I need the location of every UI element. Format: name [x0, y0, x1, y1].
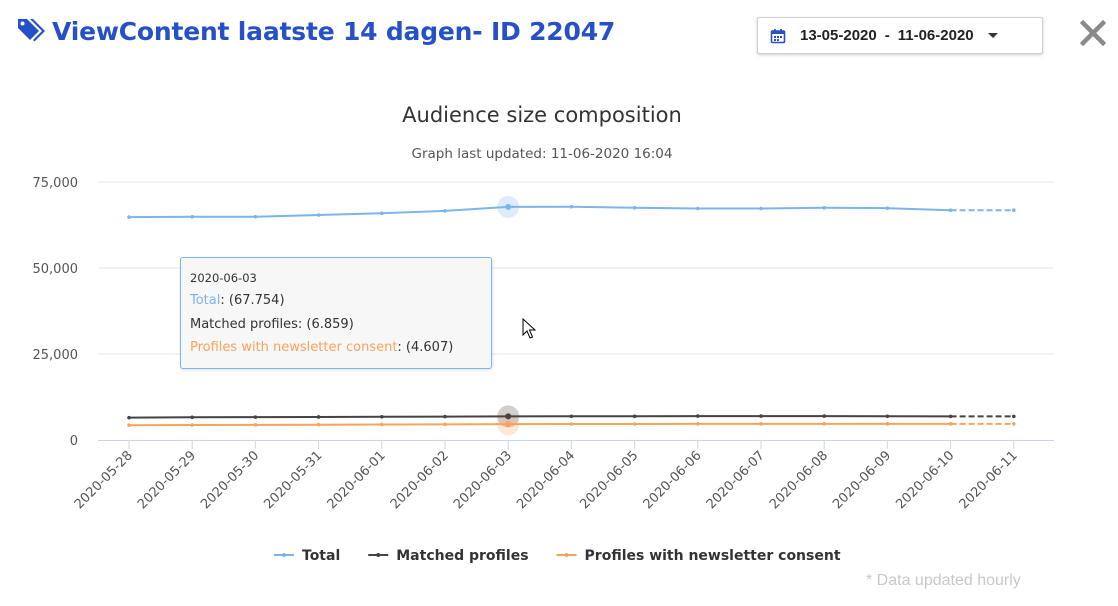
- x-tick-label: 2020-06-08: [767, 448, 831, 512]
- data-point: [316, 422, 321, 427]
- date-range-picker[interactable]: 13-05-2020 - 11-06-2020: [757, 17, 1043, 54]
- x-tick-label: 2020-05-30: [198, 448, 262, 512]
- y-tick-label: 50,000: [33, 262, 79, 277]
- tooltip-total-value: : (67.754): [220, 293, 285, 308]
- data-point: [380, 422, 384, 427]
- data-point: [127, 423, 131, 428]
- data-point: [316, 213, 321, 217]
- x-tick-label: 2020-06-01: [325, 448, 389, 512]
- series-line: [128, 422, 951, 427]
- data-point: [759, 414, 763, 418]
- data-point: [632, 422, 637, 426]
- data-point: [443, 422, 447, 427]
- data-point: [885, 422, 890, 426]
- chart-title: Audience size composition: [402, 103, 682, 127]
- data-point: [569, 422, 574, 426]
- legend-marker: [564, 553, 569, 557]
- data-point: [759, 206, 763, 211]
- close-icon[interactable]: [1080, 20, 1106, 46]
- x-tick-label: 2020-06-09: [830, 448, 894, 512]
- chevron-down-icon: [987, 33, 998, 38]
- x-tick-label: 2020-06-04: [514, 448, 578, 512]
- data-point: [696, 422, 700, 426]
- header: ViewContent laatste 14 dagen- ID 22047: [16, 16, 615, 46]
- date-from: 13-05-2020: [800, 27, 877, 44]
- data-point: [885, 206, 890, 210]
- data-point: [253, 214, 258, 219]
- data-point: [696, 414, 700, 418]
- data-point: [885, 414, 890, 419]
- data-point: [190, 214, 194, 219]
- page-title: ViewContent laatste 14 dagen- ID 22047: [52, 16, 616, 46]
- date-to: 11-06-2020: [897, 27, 974, 44]
- data-point: [822, 414, 826, 418]
- data-point: [696, 206, 700, 211]
- data-point: [822, 422, 826, 426]
- data-point: [1012, 208, 1016, 213]
- chart-tooltip: 2020-06-03 Total: (67.754) Matched profi…: [180, 257, 492, 369]
- data-point: [127, 415, 131, 420]
- tooltip-matched-value: : (6.859): [297, 316, 354, 332]
- data-point: [505, 203, 512, 210]
- data-point: [253, 415, 258, 419]
- x-tick-label: 2020-05-28: [72, 448, 136, 512]
- calendar-icon: [770, 28, 786, 43]
- x-tick-label: 2020-05-31: [261, 448, 325, 512]
- x-tick-label: 2020-06-02: [388, 448, 452, 512]
- x-tick-label: 2020-05-29: [135, 448, 199, 512]
- data-point: [380, 414, 384, 419]
- legend-label[interactable]: Total: [302, 548, 340, 564]
- legend-label[interactable]: Matched profiles: [396, 548, 528, 564]
- x-tick-label: 2020-06-03: [451, 448, 515, 512]
- y-tick-label: 75,000: [33, 176, 79, 191]
- data-point: [948, 414, 953, 419]
- footnote: * Data updated hourly: [866, 572, 1021, 589]
- data-point: [190, 415, 194, 420]
- data-point: [569, 204, 574, 209]
- data-point: [127, 215, 131, 219]
- x-tick-label: 2020-06-10: [893, 448, 957, 512]
- tooltip-matched-label: Matched profiles: [190, 316, 298, 332]
- data-point: [1012, 422, 1016, 426]
- tooltip-total-label: Total: [190, 293, 221, 308]
- audience-chart: Audience size composition Graph last upd…: [33, 103, 1054, 564]
- x-tick-label: 2020-06-05: [577, 448, 641, 512]
- data-point: [316, 415, 321, 419]
- data-point: [505, 421, 512, 428]
- data-point: [190, 423, 194, 427]
- tooltip-total-row: Total: (67.754): [190, 289, 482, 313]
- series-line: [128, 415, 951, 419]
- legend-marker: [282, 553, 286, 557]
- y-tick-label: 25,000: [33, 348, 79, 363]
- series-line: [128, 205, 951, 219]
- data-point: [948, 422, 953, 426]
- tooltip-consent-label: Profiles with newsletter consent: [190, 340, 398, 355]
- data-point: [569, 414, 574, 419]
- tooltip-consent-value: : (4.607): [397, 340, 454, 355]
- tag-icon: [18, 19, 45, 42]
- y-tick-label: 0: [70, 434, 78, 449]
- data-point: [380, 211, 384, 216]
- mouse-cursor-icon: [522, 318, 536, 339]
- chart-subtitle: Graph last updated: 11-06-2020 16:04: [412, 146, 673, 162]
- legend-label[interactable]: Profiles with newsletter consent: [585, 548, 841, 564]
- date-separator: -: [884, 27, 890, 44]
- data-point: [948, 208, 953, 213]
- data-point: [759, 422, 763, 426]
- data-point: [443, 414, 447, 419]
- data-point: [443, 209, 447, 213]
- x-tick-label: 2020-06-06: [641, 448, 705, 512]
- data-point: [1012, 414, 1016, 419]
- x-tick-label: 2020-06-11: [957, 448, 1021, 512]
- tooltip-consent-row: Profiles with newsletter consent: (4.607…: [190, 336, 482, 360]
- legend-marker: [376, 553, 381, 557]
- data-point: [253, 423, 258, 427]
- x-tick-label: 2020-06-07: [704, 448, 768, 512]
- data-point: [822, 206, 826, 210]
- data-point: [505, 413, 512, 420]
- tooltip-matched-row: Matched profiles: (6.859): [190, 313, 482, 337]
- data-point: [632, 414, 637, 419]
- data-point: [632, 206, 637, 210]
- tooltip-date: 2020-06-03: [190, 271, 257, 285]
